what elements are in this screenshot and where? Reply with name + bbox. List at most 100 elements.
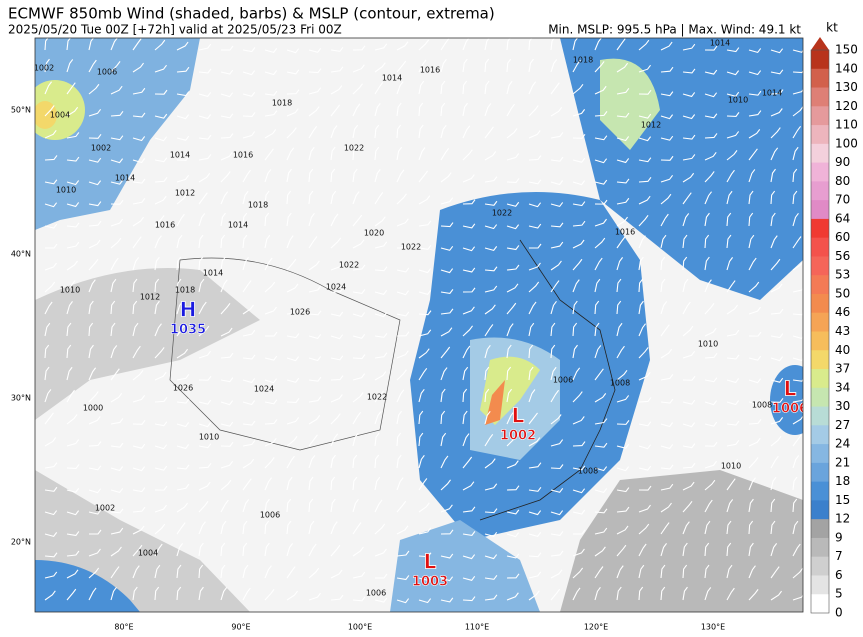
wind-barb (308, 236, 318, 249)
contour-label: 1002 (91, 144, 111, 153)
wind-barb (440, 308, 454, 315)
center-symbol: L (512, 404, 525, 428)
wind-barb (330, 237, 342, 249)
wind-barb (748, 129, 761, 139)
wind-barb (528, 510, 542, 516)
wind-barb (792, 594, 803, 601)
wind-barb (440, 124, 447, 139)
wind-barb (176, 193, 188, 205)
wind-barb (264, 129, 277, 139)
wind-barb (374, 432, 380, 447)
wind-barb (440, 455, 449, 469)
wind-barb (594, 61, 605, 73)
wind-barb (594, 257, 603, 271)
wind-barb (352, 168, 358, 183)
wind-barb (418, 478, 428, 491)
wind-barb (330, 544, 341, 557)
colorbar-label: 9 (835, 530, 843, 544)
contour-label: 1006 (97, 68, 117, 77)
wind-barb (638, 543, 647, 557)
wind-barb (418, 195, 431, 205)
wind-barb (726, 112, 740, 117)
wind-barb (110, 442, 124, 448)
wind-barb (660, 348, 673, 359)
wind-barb (572, 416, 585, 425)
wind-barb (154, 235, 162, 249)
wind-barb (660, 374, 674, 381)
wind-barb (550, 344, 556, 359)
wind-barb (792, 312, 803, 316)
wind-barb (484, 80, 490, 95)
wind-barb (418, 80, 425, 95)
wind-barb (264, 419, 278, 425)
wind-barb (374, 411, 382, 425)
wind-barb (308, 146, 315, 161)
wind-barb (66, 301, 73, 315)
wind-barb (440, 346, 451, 359)
wind-barb (374, 597, 388, 603)
wind-barb (264, 399, 278, 405)
wind-barb (330, 394, 343, 403)
wind-barb (374, 523, 386, 535)
wind-barb (506, 388, 513, 403)
wind-barb (308, 68, 322, 74)
wind-barb (726, 257, 734, 271)
wind-barb (506, 435, 517, 447)
wind-barb (484, 410, 491, 425)
wind-barb (176, 348, 189, 359)
wind-barb (440, 410, 446, 425)
contour-label: 1018 (573, 56, 593, 65)
wind-barb (242, 329, 256, 337)
wind-barb (638, 64, 651, 73)
wind-barb (616, 525, 629, 535)
wind-barb (682, 92, 696, 98)
wind-barb (374, 82, 384, 95)
wind-barb (88, 344, 94, 359)
wind-barb (66, 588, 77, 601)
wind-barb (792, 125, 802, 139)
wind-barb (198, 192, 208, 205)
wind-barb (748, 589, 759, 601)
wind-barb (154, 504, 167, 513)
wind-barb (572, 529, 586, 535)
wind-barb (418, 39, 430, 51)
wind-barb (286, 398, 300, 403)
wind-barb (286, 520, 292, 535)
wind-barb (572, 488, 586, 494)
wind-barb (308, 213, 315, 227)
wind-barb (198, 234, 204, 249)
wind-barb (770, 283, 783, 293)
wind-barb (352, 124, 359, 139)
wind-barb (154, 215, 165, 227)
wind-barb (176, 256, 182, 271)
wind-barb (286, 476, 293, 491)
wind-barb (792, 213, 799, 227)
wind-barb (616, 565, 624, 579)
wind-barb (88, 258, 99, 271)
wind-barb (572, 587, 581, 601)
wind-barb (220, 212, 226, 227)
colorbar-label: 43 (835, 324, 850, 338)
wind-barb (484, 575, 498, 580)
longitude-label: 100°E (348, 623, 372, 632)
wind-barb (748, 520, 754, 535)
contour-label: 1014 (710, 39, 730, 48)
wind-barb (616, 178, 630, 184)
wind-barb (242, 150, 254, 161)
wind-barb (374, 241, 388, 249)
wind-barb (88, 567, 100, 579)
wind-barb (242, 400, 256, 406)
wind-barb (748, 70, 762, 76)
wind-barb (462, 506, 476, 513)
wind-barb (704, 499, 713, 513)
wind-barb (418, 220, 432, 227)
wind-barb (506, 509, 520, 515)
wind-barb (660, 543, 667, 557)
wind-barb (770, 377, 784, 383)
wind-barb (352, 546, 364, 557)
wind-barb (264, 234, 271, 249)
wind-barb (176, 66, 190, 73)
wind-barb (770, 258, 781, 271)
wind-barb (484, 388, 490, 403)
